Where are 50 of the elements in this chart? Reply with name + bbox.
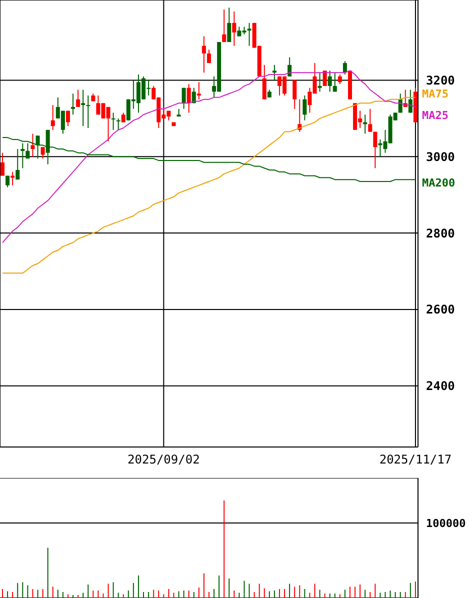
candlestick bbox=[292, 80, 297, 110]
y-tick-label: 2600 bbox=[426, 302, 455, 317]
candlestick bbox=[20, 142, 25, 169]
candlestick bbox=[227, 7, 232, 43]
candlestick bbox=[196, 82, 201, 100]
x-tick-label: 2025/11/17 bbox=[379, 452, 452, 467]
y-tick-label: 100000 bbox=[426, 516, 466, 530]
y-tick-label: 2800 bbox=[426, 226, 455, 240]
candlestick bbox=[6, 175, 10, 188]
candlestick bbox=[66, 110, 70, 127]
x-tick-label: 2025/09/02 bbox=[128, 452, 200, 467]
candlestick bbox=[272, 64, 276, 81]
y-tick-label: 3200 bbox=[426, 73, 455, 88]
candlestick bbox=[202, 36, 206, 74]
candlestick bbox=[30, 133, 35, 158]
candlestick bbox=[71, 93, 76, 116]
candlestick bbox=[332, 72, 337, 92]
candlestick bbox=[262, 64, 266, 100]
candlestick bbox=[26, 142, 30, 160]
candlestick bbox=[322, 70, 327, 86]
candlestick bbox=[247, 22, 252, 46]
candlestick bbox=[342, 60, 347, 75]
candlestick bbox=[182, 87, 186, 110]
candlestick bbox=[373, 131, 378, 169]
candlestick bbox=[121, 112, 126, 123]
y-tick-label: 2400 bbox=[426, 379, 455, 394]
candlestick bbox=[76, 89, 80, 108]
series-label: MA25 bbox=[422, 108, 448, 122]
candlestick bbox=[86, 95, 90, 128]
candlestick bbox=[318, 72, 322, 92]
y-tick-label: 3000 bbox=[426, 150, 455, 164]
candlestick bbox=[222, 9, 226, 43]
candlestick bbox=[328, 70, 332, 92]
candlestick bbox=[232, 10, 236, 46]
candlestick bbox=[288, 56, 292, 77]
candlestick bbox=[0, 152, 5, 176]
candlestick bbox=[338, 74, 342, 85]
candlestick bbox=[10, 171, 15, 186]
candlestick bbox=[186, 84, 191, 114]
candlestick bbox=[368, 108, 372, 132]
candlestick bbox=[50, 104, 55, 130]
candlestick bbox=[40, 146, 45, 160]
candlestick bbox=[111, 112, 116, 130]
series-label: MA75 bbox=[422, 87, 448, 100]
candlestick bbox=[16, 148, 20, 180]
candlestick bbox=[116, 118, 120, 130]
candlestick bbox=[206, 49, 211, 64]
candlestick bbox=[302, 95, 307, 121]
candlestick bbox=[81, 89, 86, 127]
series-label: MA200 bbox=[422, 176, 456, 190]
